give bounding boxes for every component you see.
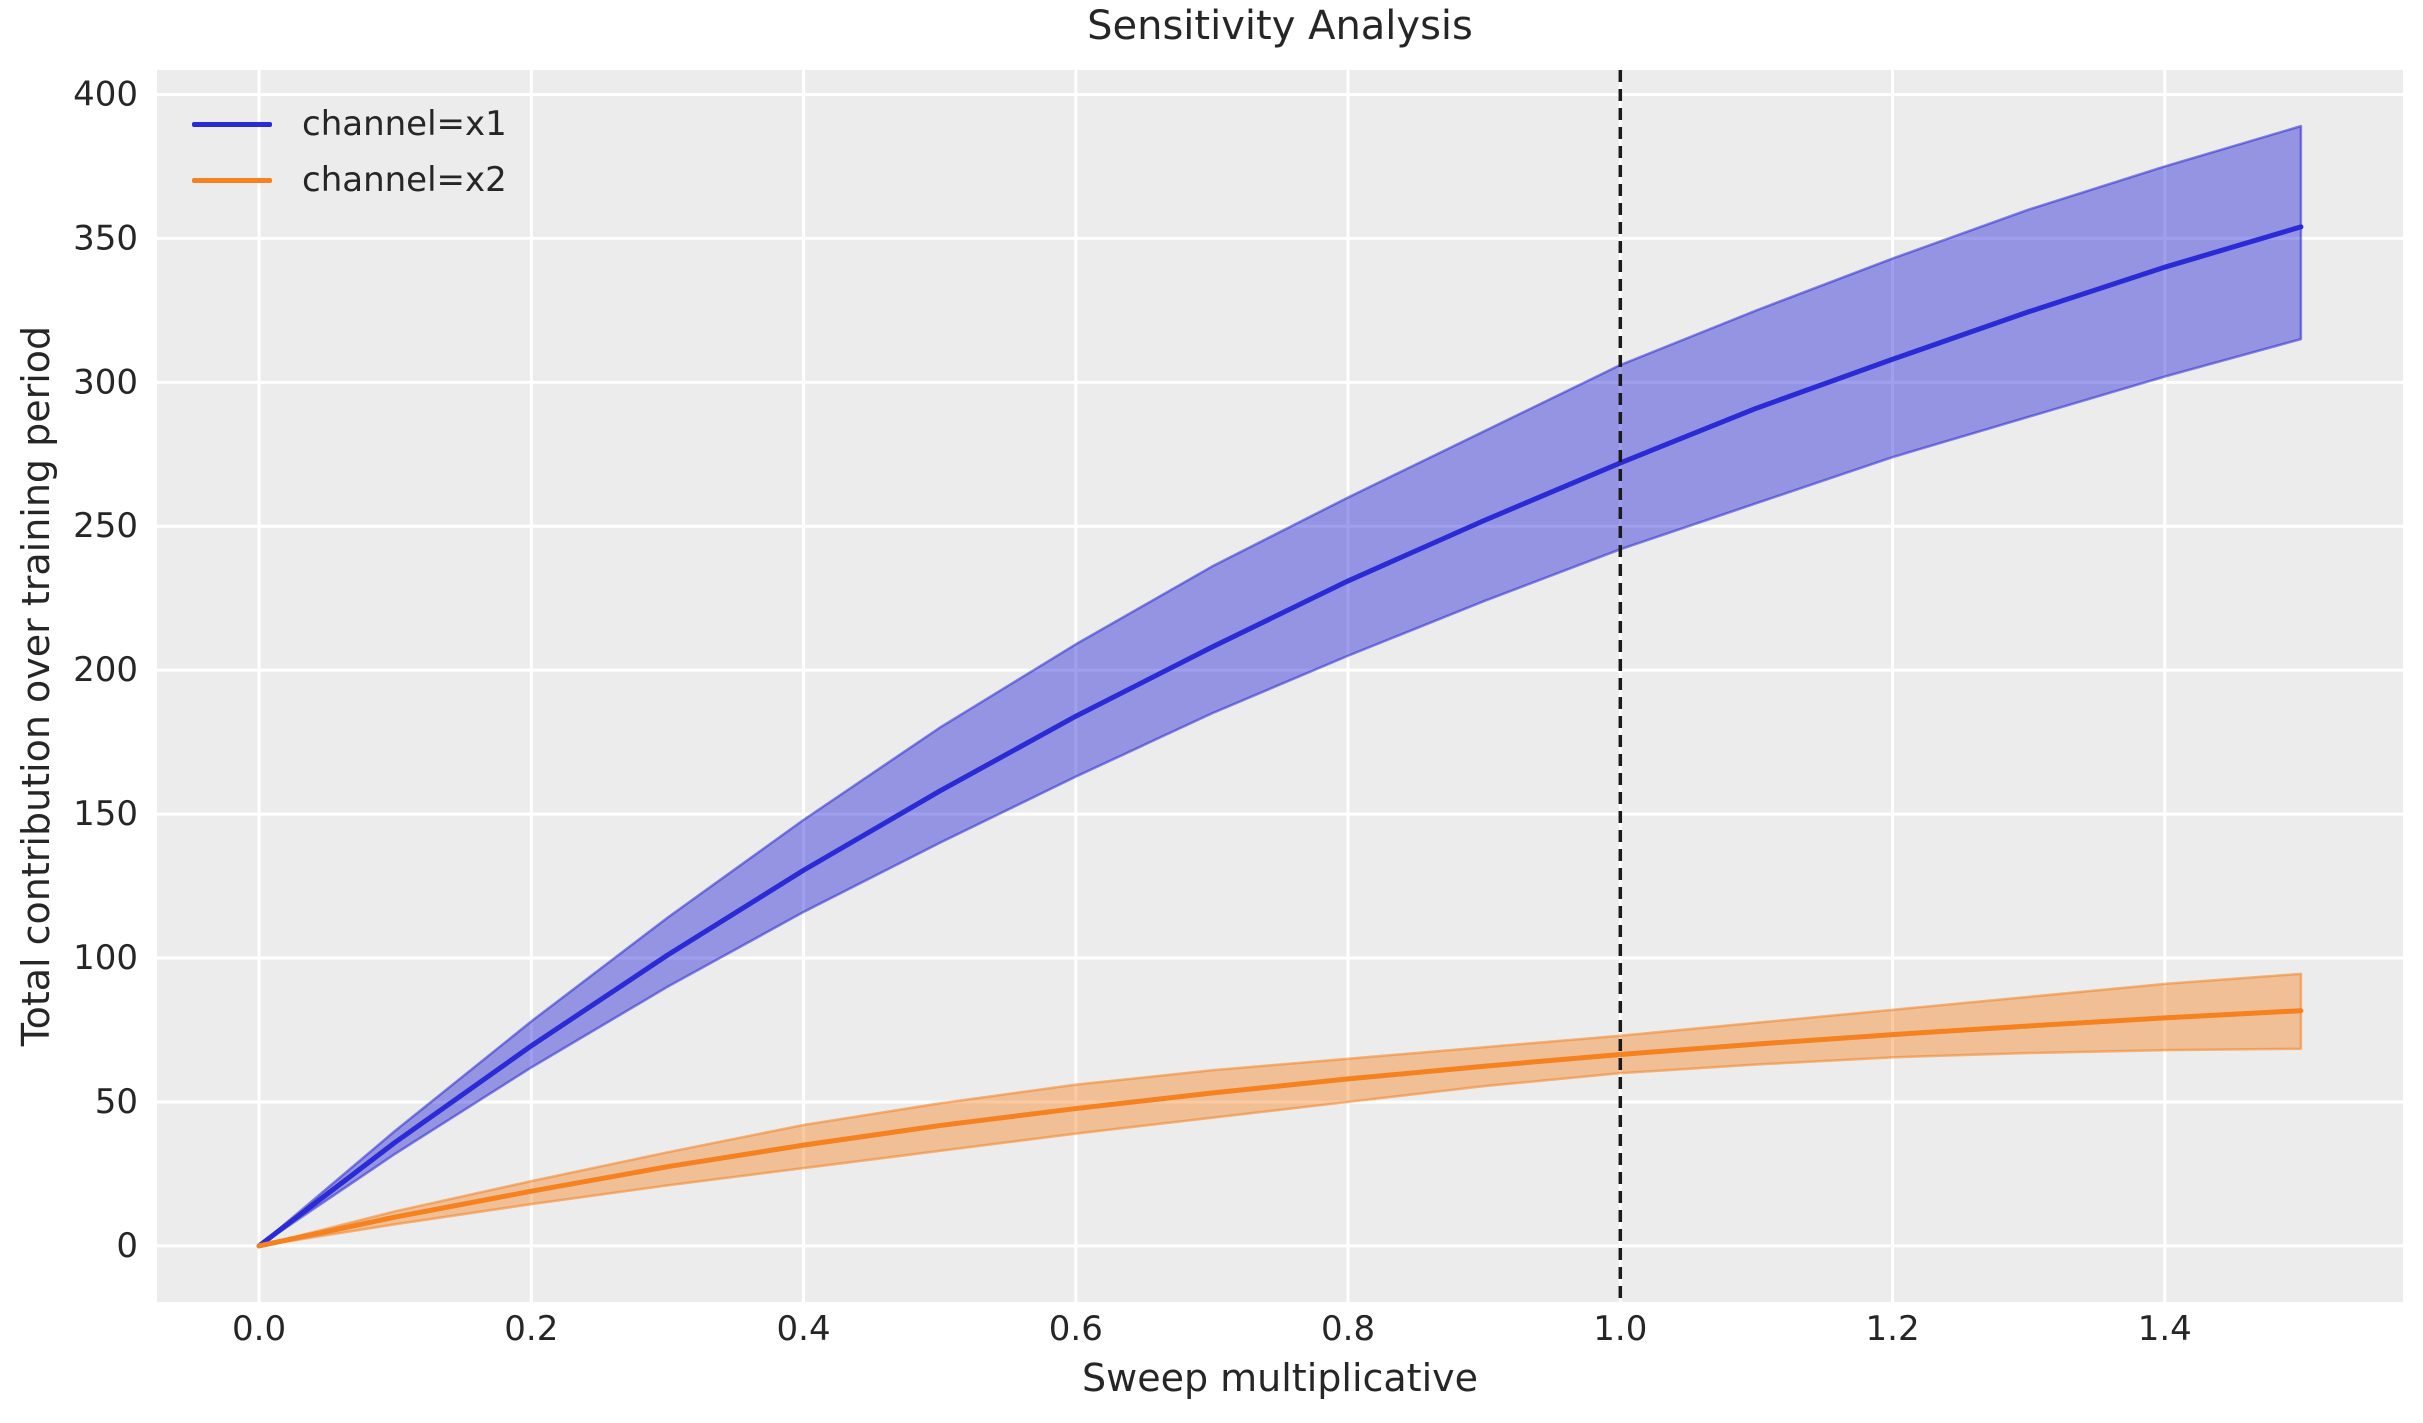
x-tick-label: 0.6 <box>1049 1309 1103 1349</box>
legend-line-swatch-x2 <box>192 177 272 183</box>
y-tick-label: 300 <box>73 362 138 402</box>
series-line-0 <box>256 224 2304 1249</box>
legend: channel=x1 channel=x2 <box>192 96 507 208</box>
legend-entry-x1: channel=x1 <box>192 96 507 152</box>
legend-label-x1: channel=x1 <box>302 104 507 144</box>
y-tick-label: 50 <box>95 1082 138 1122</box>
y-tick-label: 0 <box>116 1226 138 1266</box>
x-tick-label: 1.0 <box>1593 1309 1647 1349</box>
legend-entry-x2: channel=x2 <box>192 152 507 208</box>
y-tick-label: 150 <box>73 794 138 834</box>
x-tick-label: 1.2 <box>1866 1309 1920 1349</box>
y-tick-label: 350 <box>73 218 138 258</box>
legend-label-x2: channel=x2 <box>302 160 507 200</box>
y-tick-label: 250 <box>73 506 138 546</box>
x-tick-label: 0.8 <box>1321 1309 1375 1349</box>
chart-title: Sensitivity Analysis <box>1087 3 1473 49</box>
y-tick-label: 100 <box>73 938 138 978</box>
series-line-1 <box>256 1008 2304 1249</box>
confidence-band-series-0 <box>259 126 2301 1246</box>
y-tick-label: 200 <box>73 650 138 690</box>
x-axis-label: Sweep multiplicative <box>1081 1356 1479 1400</box>
x-tick-label: 0.4 <box>777 1309 831 1349</box>
x-tick-label: 1.4 <box>2138 1309 2192 1349</box>
confidence-band-edge-series-0 <box>257 124 2303 1248</box>
legend-line-swatch-x1 <box>192 121 272 127</box>
x-tick-label: 0.0 <box>232 1309 286 1349</box>
y-axis-label: Total contribution over training period <box>14 325 58 1047</box>
y-tick-label: 400 <box>73 74 138 114</box>
x-tick-label: 0.2 <box>504 1309 558 1349</box>
